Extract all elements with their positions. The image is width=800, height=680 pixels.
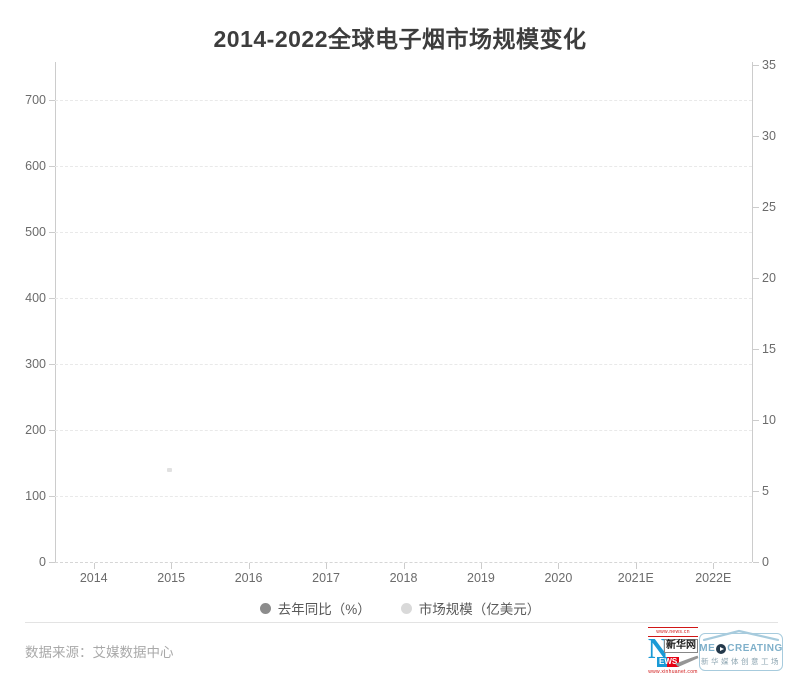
gridline bbox=[55, 430, 752, 431]
y-axis-left-label: 400 bbox=[25, 291, 46, 305]
y-axis-left-label: 500 bbox=[25, 225, 46, 239]
y-axis-right-label: 5 bbox=[762, 484, 769, 498]
xinhuanet-emblem: N 新华网 EWS bbox=[648, 635, 698, 669]
xinhuanet-logo: www.news.cn N 新华网 EWS www.xinhuanet.com bbox=[648, 627, 698, 675]
y-axis-left-label: 300 bbox=[25, 357, 46, 371]
x-axis-tick bbox=[403, 563, 405, 569]
y-axis-right-label: 20 bbox=[762, 271, 776, 285]
gridline bbox=[55, 496, 752, 497]
y-axis-right-label: 30 bbox=[762, 129, 776, 143]
y-axis-right-tick bbox=[753, 278, 759, 279]
x-axis-label: 2018 bbox=[389, 571, 418, 585]
xinhuanet-url-bottom: www.xinhuanet.com bbox=[648, 669, 698, 675]
y-axis-left-tick bbox=[49, 430, 55, 431]
y-axis-left-line bbox=[55, 62, 56, 562]
y-axis-left-tick bbox=[49, 298, 55, 299]
xinhuanet-name: 新华网 bbox=[664, 639, 698, 653]
legend-marker-icon bbox=[400, 602, 412, 614]
play-icon bbox=[716, 643, 727, 654]
x-axis-label: 2022E bbox=[695, 571, 732, 585]
y-axis-right-tick bbox=[753, 562, 759, 563]
y-axis-left-tick bbox=[49, 100, 55, 101]
y-axis-right-tick bbox=[753, 420, 759, 421]
x-axis-label: 2015 bbox=[157, 571, 186, 585]
y-axis-right-label: 15 bbox=[762, 342, 776, 356]
y-axis-right-tick bbox=[753, 136, 759, 137]
data-source-text: 数据来源：艾媒数据中心 bbox=[25, 645, 174, 660]
gridline bbox=[55, 232, 752, 233]
medcreating-subtitle: 新华媒体创意工场 bbox=[701, 657, 781, 666]
gridline bbox=[55, 364, 752, 365]
x-axis-tick bbox=[480, 563, 482, 569]
chart-title: 2014-2022全球电子烟市场规模变化 bbox=[213, 26, 587, 52]
x-axis-tick bbox=[558, 563, 560, 569]
roof-icon bbox=[702, 629, 780, 641]
y-axis-left-tick bbox=[49, 364, 55, 365]
y-axis-right-tick bbox=[753, 349, 759, 350]
x-axis-tick bbox=[248, 563, 250, 569]
medcreating-suffix: CREATING bbox=[727, 643, 783, 654]
x-axis-label: 2016 bbox=[234, 571, 263, 585]
y-axis-right-label: 25 bbox=[762, 200, 776, 214]
y-axis-left-label: 700 bbox=[25, 93, 46, 107]
y-axis-left-label: 600 bbox=[25, 159, 46, 173]
x-axis-label: 2017 bbox=[312, 571, 340, 585]
y-axis-right-tick bbox=[753, 491, 759, 492]
x-axis-tick bbox=[93, 563, 95, 569]
legend-label: 去年同比（%） bbox=[277, 602, 371, 617]
y-axis-right-line bbox=[752, 62, 753, 562]
medcreating-wordmark: ME CREATING bbox=[699, 643, 783, 654]
medcreating-prefix: ME bbox=[699, 643, 716, 654]
y-axis-left-label: 0 bbox=[39, 555, 46, 569]
y-axis-right-label: 10 bbox=[762, 413, 776, 427]
x-axis-tick bbox=[326, 563, 328, 569]
x-axis-label: 2019 bbox=[467, 571, 495, 585]
legend-marker-icon bbox=[259, 602, 271, 614]
gridline bbox=[55, 100, 752, 101]
xinhuanet-ews: EWS bbox=[657, 657, 680, 667]
x-axis-label: 2020 bbox=[544, 571, 573, 585]
legend-label: 市场规模（亿美元） bbox=[418, 602, 541, 617]
y-axis-right-label: 0 bbox=[762, 555, 769, 569]
x-axis-label: 2021E bbox=[617, 571, 654, 585]
legend-item-2[interactable]: 市场规模（亿美元） bbox=[400, 598, 541, 618]
x-axis-tick bbox=[171, 563, 173, 569]
footer-divider bbox=[25, 622, 778, 623]
y-axis-left-tick bbox=[49, 166, 55, 167]
legend-item-1[interactable]: 去年同比（%） bbox=[259, 598, 371, 618]
y-axis-left-label: 100 bbox=[25, 489, 46, 503]
y-axis-right-tick bbox=[753, 207, 759, 208]
x-axis-label: 2014 bbox=[79, 571, 108, 585]
y-axis-right-tick bbox=[753, 65, 759, 66]
y-axis-left-tick bbox=[49, 232, 55, 233]
medcreating-logo: ME CREATING 新华媒体创意工场 bbox=[699, 629, 783, 671]
y-axis-right-label: 35 bbox=[762, 58, 776, 72]
legend: 去年同比（%） 市场规模（亿美元） bbox=[0, 598, 800, 618]
x-axis-tick bbox=[713, 563, 715, 569]
y-axis-left-tick bbox=[49, 562, 55, 563]
gridline bbox=[55, 166, 752, 167]
x-axis-line bbox=[55, 562, 752, 563]
x-axis-tick bbox=[635, 563, 637, 569]
y-axis-left-label: 200 bbox=[25, 423, 46, 437]
stray-data-speck bbox=[167, 468, 172, 472]
y-axis-left-tick bbox=[49, 496, 55, 497]
xinhuanet-url-top: www.news.cn bbox=[648, 627, 698, 637]
gridline bbox=[55, 298, 752, 299]
